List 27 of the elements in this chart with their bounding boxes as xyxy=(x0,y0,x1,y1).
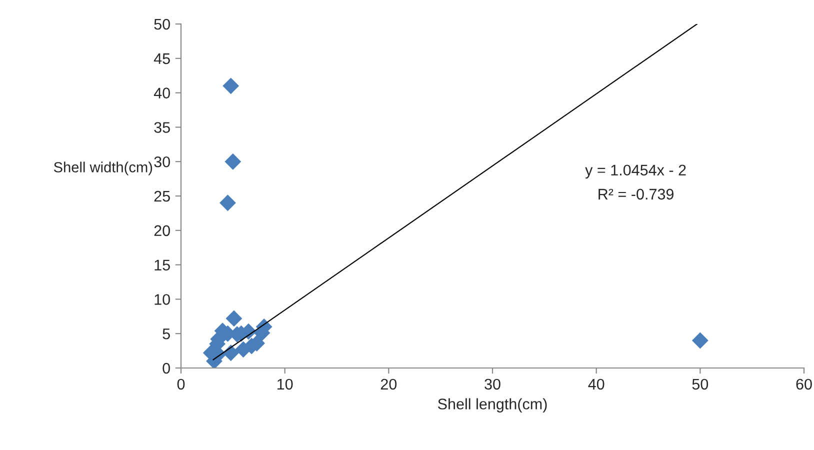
point xyxy=(692,332,708,349)
point xyxy=(222,78,240,94)
annotation: y = 1.0454x - 2 xyxy=(585,164,686,179)
x-axis-title: Shell length(cm) xyxy=(438,398,547,412)
x-tick-label: 20 xyxy=(380,378,397,390)
x-tick-label: 10 xyxy=(278,378,293,390)
x-tick-label: 40 xyxy=(588,378,604,390)
x-tick-label: 0 xyxy=(177,378,185,390)
y-tick-label: 0 xyxy=(162,362,170,374)
y-tick-label: 5 xyxy=(162,328,170,340)
y-tick-label: 15 xyxy=(154,260,170,270)
x-tick-label: 60 xyxy=(796,378,812,390)
y-tick-label: 20 xyxy=(154,225,170,236)
y-tick-label: 30 xyxy=(154,156,170,168)
y-tick-label: 25 xyxy=(154,190,170,202)
point xyxy=(226,310,242,327)
y-tick-label: 40 xyxy=(154,88,170,98)
x-tick-label: 30 xyxy=(484,378,500,390)
y-tick-label: 45 xyxy=(154,53,170,64)
point xyxy=(224,153,242,170)
y-tick-label: 10 xyxy=(154,294,170,305)
y-tick-label: 35 xyxy=(154,122,170,133)
x-tick-label: 50 xyxy=(692,378,708,390)
point xyxy=(220,194,236,212)
y-axis-title: Shell width(cm) xyxy=(54,162,152,176)
y-tick-label: 50 xyxy=(154,18,170,30)
annotation: R² = -0.739 xyxy=(598,188,674,200)
